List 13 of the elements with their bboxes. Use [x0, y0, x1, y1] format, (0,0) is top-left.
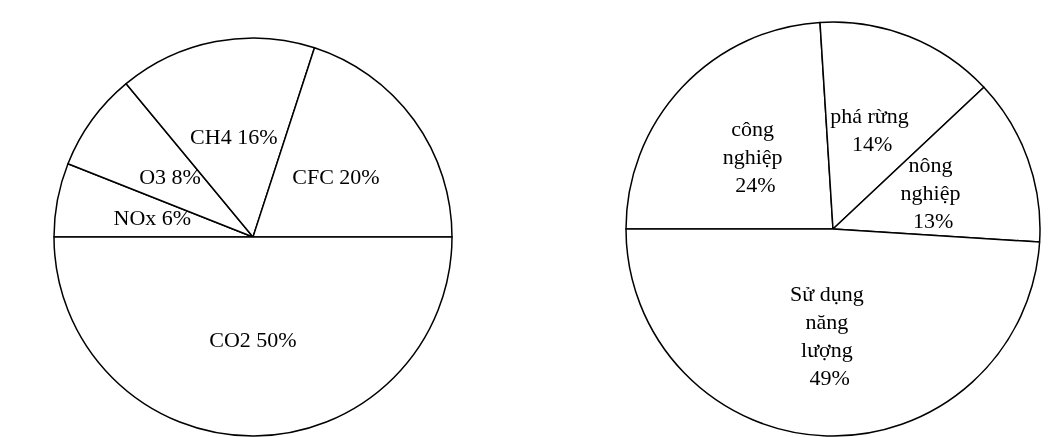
slice-label: CO2 50% [209, 327, 297, 352]
data-label: 24% [735, 171, 776, 197]
slice-label: phá rừng [830, 103, 915, 129]
slice-label: CFC 20% [292, 164, 380, 190]
slice-label: Sử dụng năng lượng [790, 280, 870, 362]
slice-label: nông nghiệp [900, 152, 966, 206]
data-label: 14% [852, 131, 893, 157]
slice-label: O3 8% [139, 164, 201, 190]
slice-label: công nghiệp [722, 115, 789, 169]
data-label: 49% [809, 364, 850, 390]
slice-label: NOx 6% [113, 205, 192, 231]
slice-label: CH4 16% [190, 123, 278, 149]
data-label: 13% [913, 208, 954, 234]
